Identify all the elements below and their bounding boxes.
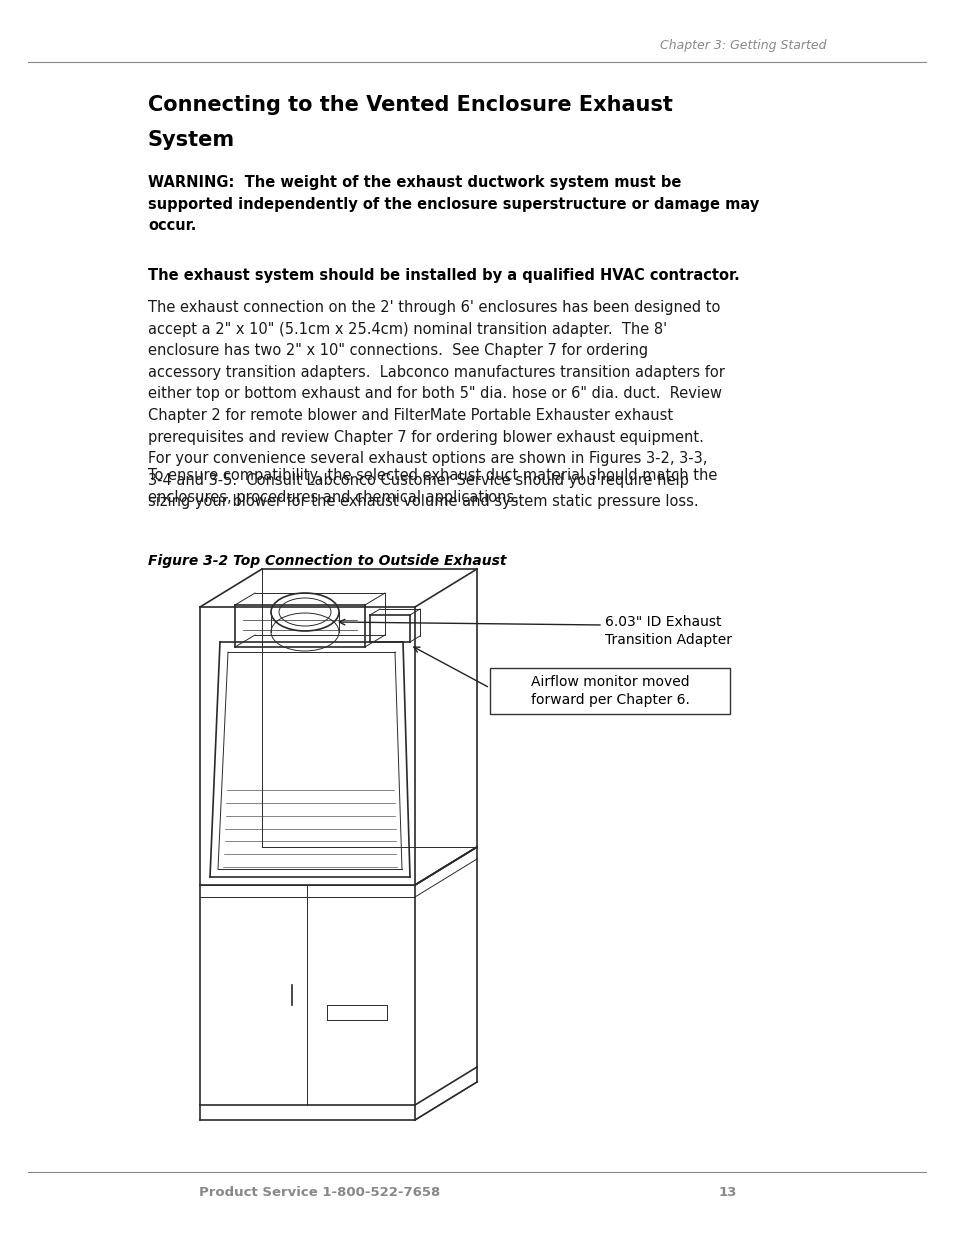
Text: Connecting to the Vented Enclosure Exhaust: Connecting to the Vented Enclosure Exhau… — [148, 95, 672, 115]
Text: 6.03" ID Exhaust
Transition Adapter: 6.03" ID Exhaust Transition Adapter — [604, 615, 731, 647]
Text: Figure 3-2 Top Connection to Outside Exhaust: Figure 3-2 Top Connection to Outside Exh… — [148, 555, 506, 568]
Text: The exhaust connection on the 2' through 6' enclosures has been designed to
acce: The exhaust connection on the 2' through… — [148, 300, 724, 509]
Text: 13: 13 — [718, 1186, 737, 1198]
Text: System: System — [148, 130, 234, 149]
Text: Chapter 3: Getting Started: Chapter 3: Getting Started — [659, 38, 825, 52]
Text: Product Service 1-800-522-7658: Product Service 1-800-522-7658 — [199, 1186, 440, 1198]
FancyBboxPatch shape — [490, 668, 729, 714]
Text: WARNING:  The weight of the exhaust ductwork system must be
supported independen: WARNING: The weight of the exhaust ductw… — [148, 175, 759, 233]
Text: To ensure compatibility, the selected exhaust duct material should match the
enc: To ensure compatibility, the selected ex… — [148, 468, 717, 505]
Text: The exhaust system should be installed by a qualified HVAC contractor.: The exhaust system should be installed b… — [148, 268, 739, 283]
Text: Airflow monitor moved
forward per Chapter 6.: Airflow monitor moved forward per Chapte… — [530, 674, 689, 708]
